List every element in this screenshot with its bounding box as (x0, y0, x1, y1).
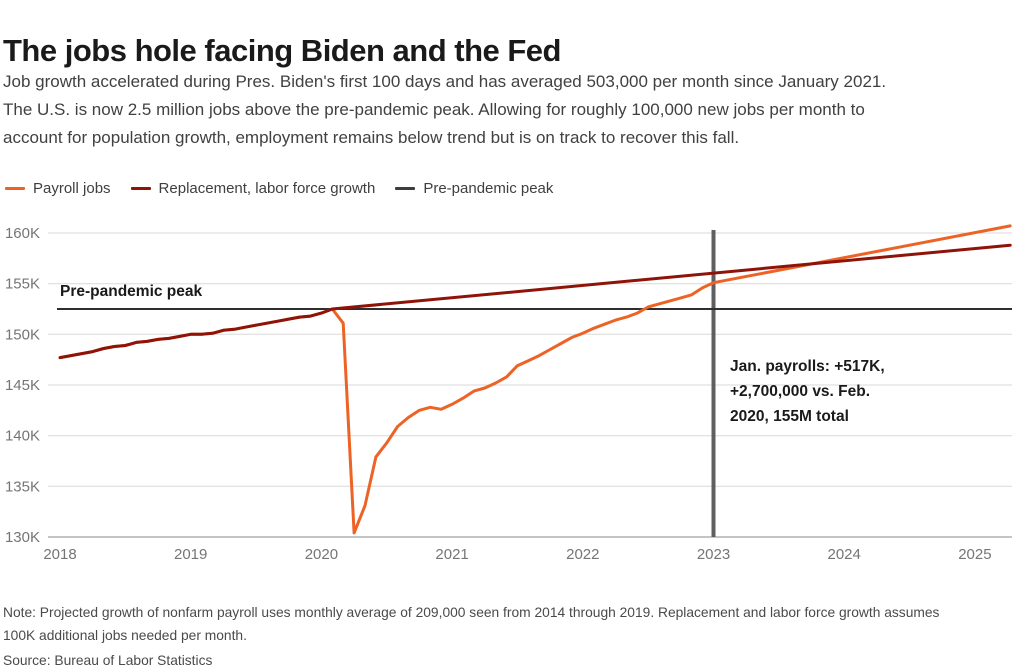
x-tick-2021: 2021 (435, 546, 468, 563)
legend-item-payroll-jobs: Payroll jobs (5, 180, 111, 197)
legend-item-replacement: Replacement, labor force growth (130, 180, 376, 197)
subtitle-line-3: account for population growth, employmen… (3, 128, 740, 147)
x-tick-2018: 2018 (43, 546, 76, 563)
pre-pandemic-peak-label: Pre-pandemic peak (60, 283, 202, 301)
legend-label-replacement: Replacement, labor force growth (158, 180, 376, 197)
pre-pandemic-peak-label-text: Pre-pandemic peak (60, 283, 203, 300)
y-tick-150k: 150K (5, 326, 40, 343)
jan-payrolls-line-3: 2020, 155M total (730, 408, 849, 425)
replacement-swatch (130, 187, 151, 190)
y-tick-130k: 130K (5, 529, 40, 546)
chart-legend: Payroll jobs Replacement, labor force gr… (5, 180, 553, 197)
source-text: Source: Bureau of Labor Statistics (3, 653, 213, 666)
jobs-line-chart: 160K 155K 150K 145K 140K 135K 130K 2018 2019 2020… (0, 215, 1024, 567)
y-tick-140k: 140K (5, 428, 40, 445)
chart-subtitle: Job growth accelerated during Pres. Bide… (3, 68, 886, 152)
jan-payrolls-line-1: Jan. payrolls: +517K, (730, 358, 885, 375)
x-tick-2020: 2020 (305, 546, 338, 563)
y-tick-135k: 135K (5, 478, 40, 495)
x-tick-2022: 2022 (566, 546, 599, 563)
x-tick-2024: 2024 (828, 546, 861, 563)
note-line-2: 100K additional jobs needed per month. (3, 628, 247, 643)
payroll-jobs-swatch (5, 187, 25, 190)
y-tick-145k: 145K (5, 377, 40, 394)
series-replacement-labor-force-growth (58, 243, 1012, 360)
x-tick-2023: 2023 (697, 546, 730, 563)
subtitle-line-1: Job growth accelerated during Pres. Bide… (3, 72, 887, 91)
jan-payrolls-line-2: +2,700,000 vs. Feb. (730, 383, 871, 400)
x-tick-2019: 2019 (174, 546, 207, 563)
x-tick-2025: 2025 (958, 546, 991, 563)
chart-footer: Note: Projected growth of nonfarm payrol… (3, 601, 939, 666)
page-title: The jobs hole facing Biden and the Fed (3, 32, 561, 68)
legend-label-pre-pandemic-peak: Pre-pandemic peak (423, 180, 554, 197)
note-line-1: Note: Projected growth of nonfarm payrol… (3, 605, 940, 620)
legend-label-payroll-jobs: Payroll jobs (33, 180, 111, 197)
pre-pandemic-peak-swatch (395, 187, 416, 190)
subtitle-line-2: The U.S. is now 2.5 million jobs above t… (3, 100, 865, 119)
y-tick-155k: 155K (5, 276, 40, 293)
y-tick-160k: 160K (5, 225, 40, 242)
legend-item-pre-pandemic-peak: Pre-pandemic peak (395, 180, 553, 197)
jan-payrolls-callout: Jan. payrolls: +517K, +2,700,000 vs. Feb… (730, 354, 885, 429)
